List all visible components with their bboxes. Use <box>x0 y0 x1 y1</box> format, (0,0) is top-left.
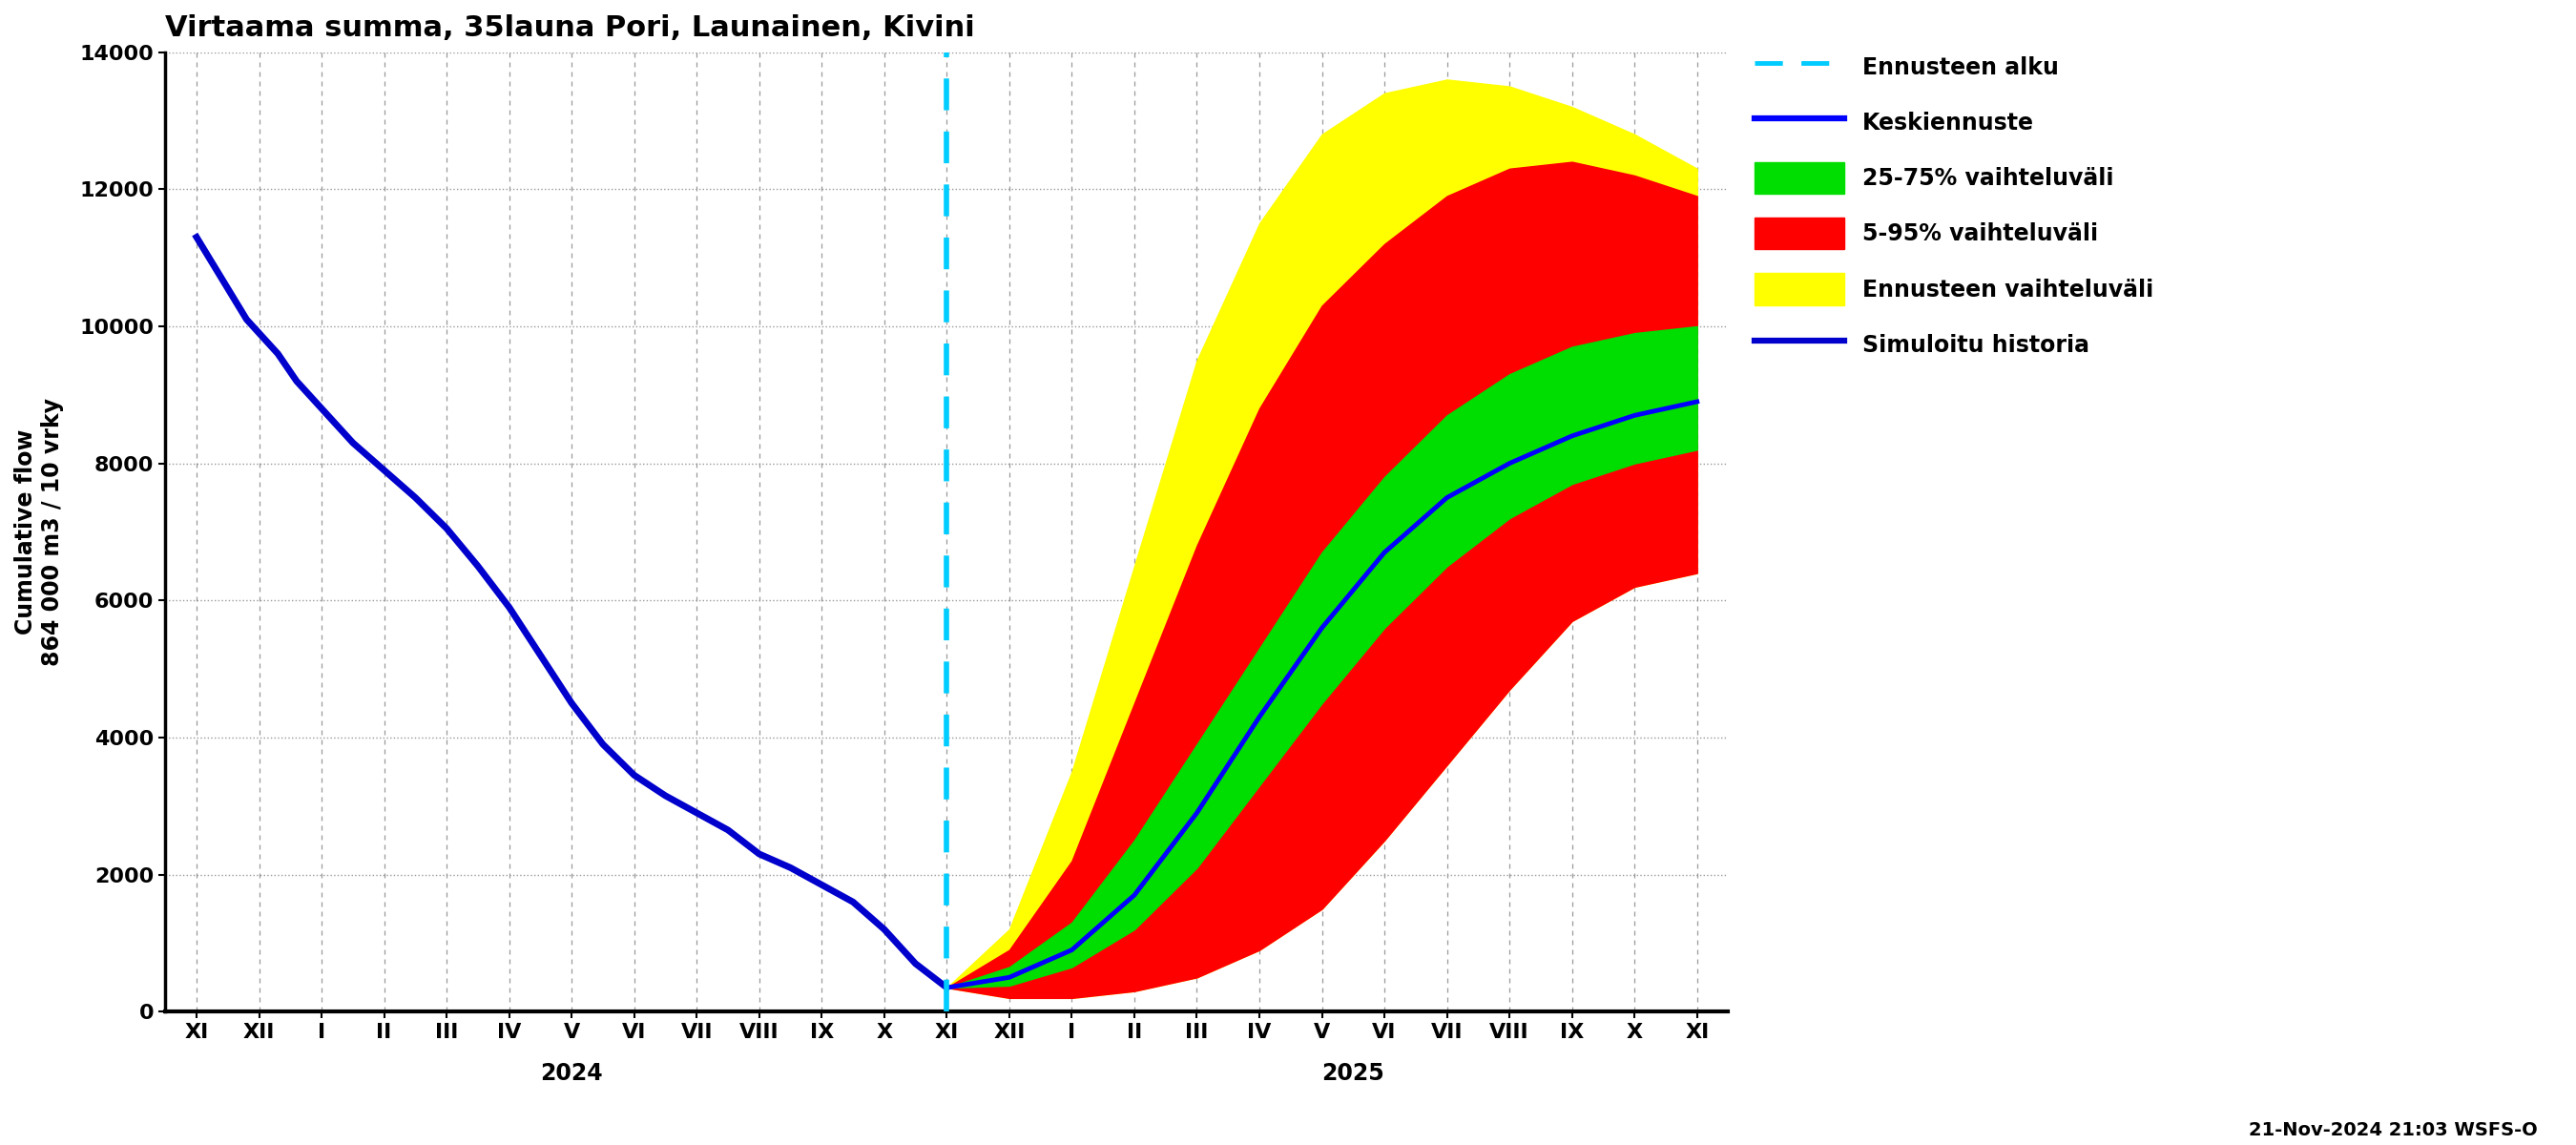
Text: 2025: 2025 <box>1321 1063 1383 1084</box>
Y-axis label: Cumulative flow
864 000 m3 / 10 vrky: Cumulative flow 864 000 m3 / 10 vrky <box>15 397 64 666</box>
Text: Virtaama summa, 35launa Pori, Launainen, Kivini: Virtaama summa, 35launa Pori, Launainen,… <box>165 14 976 42</box>
Text: 2024: 2024 <box>541 1063 603 1084</box>
Text: 21-Nov-2024 21:03 WSFS-O: 21-Nov-2024 21:03 WSFS-O <box>2249 1121 2537 1139</box>
Legend: Ennusteen alku, Keskiennuste, 25-75% vaihteluväli, 5-95% vaihteluväli, Ennusteen: Ennusteen alku, Keskiennuste, 25-75% vai… <box>1747 45 2161 368</box>
